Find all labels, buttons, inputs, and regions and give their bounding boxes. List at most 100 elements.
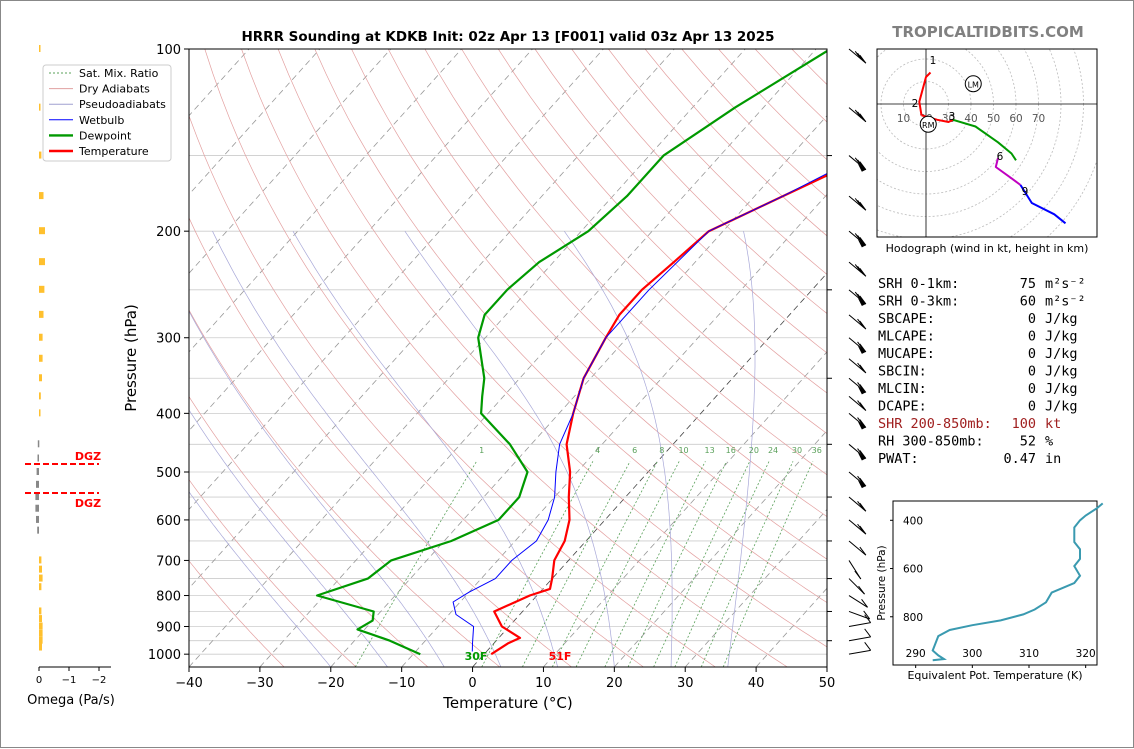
barb-feather [859,586,865,594]
wind-barb [849,444,866,460]
param-value: 0 [1028,381,1036,397]
theta-e-profile [933,503,1103,660]
param-value: 0 [1028,364,1036,380]
omega-bar [35,493,39,500]
wind-barb [849,108,866,122]
param-unit: J/kg [1045,381,1078,397]
dry-adiabat [829,49,1134,667]
param-label: MLCIN: [878,381,927,397]
mixing-ratio-line [701,461,793,667]
mixing-ratio-label: 10 [678,446,688,455]
omega-bar [36,481,39,488]
hodograph-height-label: 2 [912,98,919,110]
wind-barb [849,642,871,654]
y-tick-label: 1000 [148,648,181,663]
omega-tick-label: −1 [62,675,77,686]
isotherm-line [331,49,887,667]
omega-bar [39,583,41,590]
wind-barb [849,49,866,63]
hodograph-ring-label: 60 [1009,113,1022,125]
theta-e-y-tick-label: 800 [903,612,923,624]
y-tick-label: 100 [156,43,181,58]
brand-watermark: TROPICALTIDBITS.COM [892,23,1084,41]
mixing-ratio-line [355,461,476,667]
param-value: 60 [1020,294,1036,310]
mixing-ratio-line [723,461,813,667]
hodograph-height-label: 3 [949,111,956,123]
mixing-ratio-label: 13 [705,446,715,455]
x-tick-label: −40 [175,676,202,691]
mixing-ratio-label: 6 [632,446,637,455]
pseudoadiabat [101,231,388,667]
wind-barb [849,579,865,595]
x-tick-label: −10 [388,676,415,691]
param-unit: m²s⁻² [1045,276,1086,292]
wind-barb [849,396,866,410]
legend-label: Dry Adiabats [79,83,150,96]
omega-bar [39,192,44,199]
wind-barb [849,413,866,429]
wind-barb [849,231,866,247]
wind-barb [849,560,861,579]
theta-e-ylabel: Pressure (hPa) [876,545,888,620]
barb-shaft [849,650,871,654]
x-tick-label: 50 [819,676,836,691]
barb-shaft [849,623,871,627]
barb-shaft [849,541,866,555]
omega-bar [39,575,43,582]
param-label: MLCAPE: [878,329,935,345]
wind-barb [849,196,866,210]
param-unit: J/kg [1045,346,1078,362]
dgz-bottom-label: DGZ [75,497,101,510]
isotherm-line [473,49,1029,667]
hodograph-marker-label: LM [968,80,979,89]
barb-feather [865,642,871,650]
param-unit: m²s⁻² [1045,294,1086,310]
hodograph-marker-label: RM [922,121,935,130]
omega-bar [39,644,42,651]
x-tick-label: 40 [748,676,765,691]
y-tick-label: 700 [156,554,181,569]
param-value: 0 [1028,399,1036,415]
param-label: SBCAPE: [878,311,935,327]
omega-bar [39,637,43,644]
mixing-ratio-label: 8 [659,446,664,455]
omega-bar [37,468,39,475]
theta-e-x-tick-label: 320 [1076,648,1096,660]
theta-e-y-tick-label: 400 [903,515,923,527]
omega-bar [39,392,41,399]
mixing-ratio-line [654,461,750,667]
hodograph-segment [953,120,1016,161]
hodograph-ring-label: 10 [897,113,910,125]
legend-label: Pseudoadiabats [79,98,166,111]
param-label: SBCIN: [878,364,927,380]
param-label: RH 300-850mb: [878,434,984,450]
param-unit: J/kg [1045,311,1078,327]
param-label: SHR 200-850mb: [878,416,992,432]
barb-shaft [849,637,871,641]
theta-e-x-tick-label: 310 [1019,648,1039,660]
y-tick-label: 400 [156,407,181,422]
dgz-top-label: DGZ [75,450,101,463]
omega-tick-label: −2 [92,675,107,686]
omega-bar [39,334,43,341]
isotherm-line [189,49,745,667]
theta-e-x-tick-label: 290 [906,648,926,660]
x-tick-label: 10 [535,676,552,691]
param-unit: J/kg [1045,329,1078,345]
param-unit: J/kg [1045,364,1078,380]
wind-barb [849,359,866,373]
omega-bar [39,556,41,563]
omega-ticks: 0−1−2 [36,667,107,686]
pseudoadiabat [564,231,672,667]
dry-adiabat [315,49,931,667]
isotherm-line [118,49,674,667]
theta-e-xlabel: Equivalent Pot. Temperature (K) [907,669,1082,682]
